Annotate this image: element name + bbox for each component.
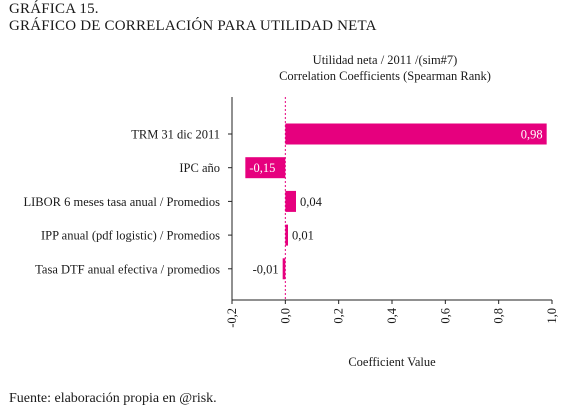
x-tick-label: -0,2 <box>225 308 239 328</box>
x-axis-label: Coefficient Value <box>348 355 436 369</box>
figure-label: GRÁFICA 15. <box>9 1 99 17</box>
category-label: Tasa DTF anual efectiva / promedios <box>35 262 220 276</box>
plot-area: -0,2 0,0 0,2 0,4 0,6 0,8 1,0 TRM 31 dic 2011 0,9… <box>24 97 559 328</box>
x-tick-label: 1,0 <box>545 308 559 324</box>
value-label: 0,04 <box>300 195 323 209</box>
source-note: Fuente: elaboración propia en @risk. <box>9 391 217 406</box>
bar <box>285 190 296 212</box>
x-tick-label: 0,8 <box>492 308 506 324</box>
figure-title: GRÁFICO DE CORRELACIÓN PARA UTILIDAD NET… <box>9 18 377 34</box>
chart-subtitle: Correlation Coefficients (Spearman Rank) <box>279 69 491 83</box>
category-label: IPP anual (pdf logistic) / Promedios <box>41 229 220 243</box>
x-tick-label: 0,4 <box>385 307 399 323</box>
value-label: 0,01 <box>292 229 314 243</box>
value-label: -0,01 <box>253 262 279 276</box>
value-label: -0,15 <box>249 161 275 175</box>
bar <box>245 157 286 179</box>
x-tick-label: 0,0 <box>278 308 292 324</box>
x-tick-label: 0,2 <box>332 308 346 324</box>
bar <box>282 258 286 280</box>
category-label: TRM 31 dic 2011 <box>131 128 220 142</box>
bar <box>285 224 288 246</box>
bar <box>285 123 547 145</box>
chart-title: Utilidad neta / 2011 /(sim#7) <box>313 53 458 67</box>
category-label: LIBOR 6 meses tasa anual / Promedios <box>24 195 221 209</box>
x-tick-label: 0,6 <box>438 308 452 324</box>
value-label: 0,98 <box>521 128 543 142</box>
category-label: IPC año <box>179 161 220 175</box>
